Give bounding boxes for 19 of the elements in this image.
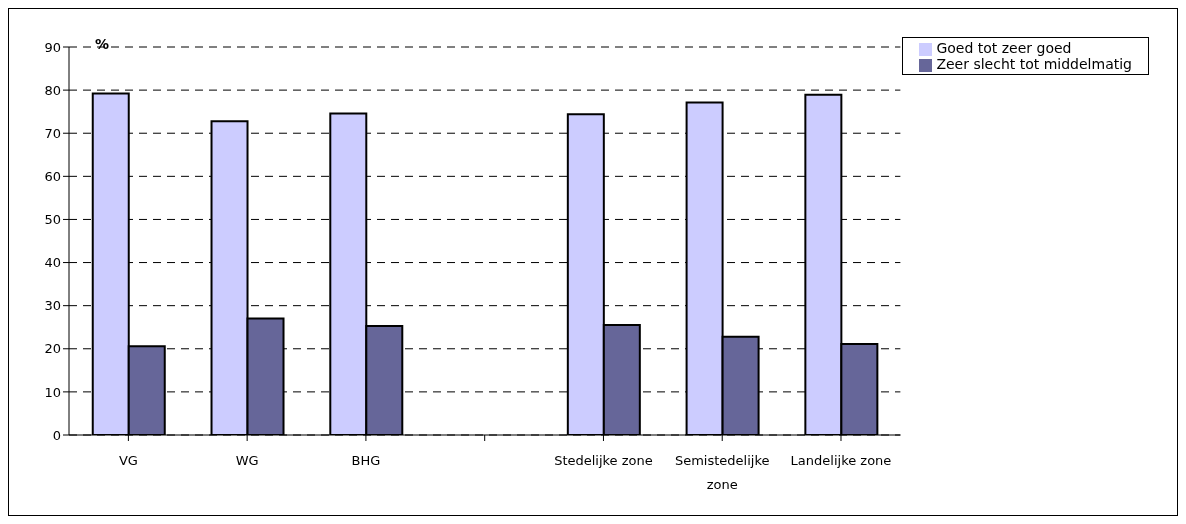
y-tick-label: 50 (44, 212, 61, 228)
y-tick-label: 20 (44, 341, 61, 357)
y-tick-label: 90 (44, 39, 61, 55)
y-tick-label: 30 (44, 298, 61, 314)
x-tick-label: BHG (351, 453, 381, 468)
legend-label: Goed tot zeer goed (936, 40, 1072, 56)
y-tick-label: 80 (44, 82, 61, 98)
x-tick-label: Stedelijke zone (554, 453, 653, 468)
y-tick-label: 40 (44, 255, 61, 271)
x-tick-label: VG (118, 453, 138, 468)
y-tick-label: 70 (44, 125, 61, 141)
x-tick-label: Landelijke zone (790, 453, 892, 468)
x-tick-label: WG (235, 453, 259, 468)
legend-label: Zeer slecht tot middelmatig (936, 56, 1132, 72)
y-tick-label: 60 (44, 168, 61, 184)
y-tick-label: 0 (52, 427, 61, 443)
y-tick-label: 10 (44, 384, 61, 400)
y-axis-title: % (94, 35, 109, 52)
x-tick-label: Semistedelijke zone (674, 453, 770, 492)
